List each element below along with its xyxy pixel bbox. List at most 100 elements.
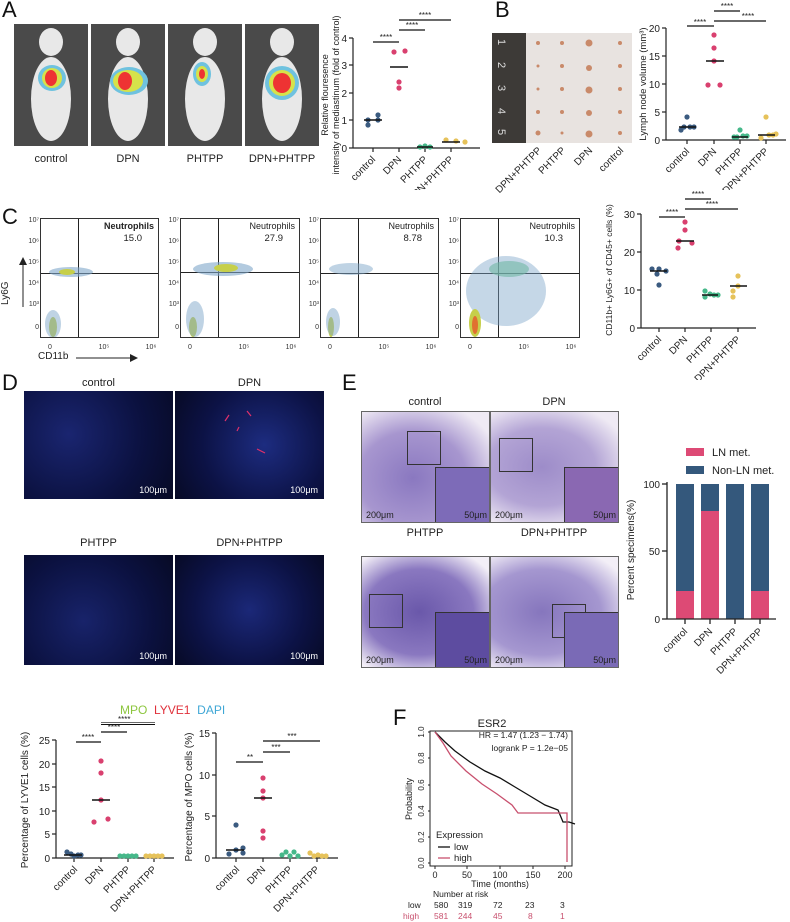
y-tick-labels: 0 5 10 15 bbox=[199, 729, 211, 865]
mouse-silhouette-icon bbox=[185, 28, 225, 141]
svg-text:20: 20 bbox=[39, 760, 51, 771]
he-image-phtpp: 200μm 50μm bbox=[361, 556, 490, 668]
svg-text:244: 244 bbox=[458, 911, 472, 921]
svg-text:10: 10 bbox=[649, 80, 661, 91]
data-points bbox=[678, 32, 779, 141]
svg-text:0.8: 0.8 bbox=[417, 752, 426, 764]
svg-text:10⁵: 10⁵ bbox=[239, 344, 250, 351]
inset-scale-bar: 50μm bbox=[593, 655, 616, 665]
data-points bbox=[64, 758, 165, 859]
x-tick-labels: 0 50 100 150 200 bbox=[432, 870, 572, 880]
inset-magnified bbox=[435, 612, 489, 667]
he-label-phtpp: PHTPP bbox=[406, 527, 444, 539]
y-axis-label: Relative flouresenceintensity of mediast… bbox=[320, 15, 341, 174]
svg-text:DPN: DPN bbox=[667, 334, 690, 357]
y-tick-labels: 0 10 20 30 bbox=[624, 210, 636, 335]
legend-dapi: DAPI bbox=[197, 703, 226, 717]
svg-text:10⁵: 10⁵ bbox=[448, 259, 459, 266]
svg-text:1.0: 1.0 bbox=[417, 726, 426, 738]
svg-text:****: **** bbox=[721, 2, 733, 11]
svg-text:10⁶: 10⁶ bbox=[448, 238, 459, 245]
inset-magnified bbox=[435, 467, 489, 522]
mouse-image-phtpp bbox=[168, 24, 242, 146]
panel-a-mouse-images bbox=[14, 24, 320, 146]
svg-text:150: 150 bbox=[525, 870, 540, 880]
svg-text:15: 15 bbox=[199, 729, 211, 740]
inset-box bbox=[369, 594, 403, 628]
svg-text:high: high bbox=[454, 853, 472, 864]
mouse-silhouette-icon bbox=[31, 28, 71, 141]
svg-text:0: 0 bbox=[48, 344, 52, 351]
svg-text:control: control bbox=[663, 146, 692, 175]
svg-text:0: 0 bbox=[44, 854, 50, 865]
svg-text:10⁷: 10⁷ bbox=[169, 217, 180, 224]
photo-label-dpn: DPN bbox=[572, 145, 595, 168]
mouse-silhouette-icon bbox=[262, 28, 302, 141]
svg-text:***: *** bbox=[271, 743, 280, 752]
scatter-density bbox=[45, 267, 93, 337]
svg-text:****: **** bbox=[706, 200, 718, 209]
scale-bar: 100μm bbox=[139, 651, 167, 661]
y-axis-label: CD11b+ Ly6G+ of CD45+ cells (%) bbox=[604, 204, 614, 336]
svg-text:10⁴: 10⁴ bbox=[168, 280, 179, 287]
x-tick-labels: control DPN PHTPP DPN+PHTPP bbox=[349, 154, 456, 190]
svg-text:4: 4 bbox=[495, 108, 507, 114]
chart-e-ln-metastasis: LN met. Non-LN met. 0 50 100 Percent speci… bbox=[626, 447, 776, 677]
gate-value: 27.9 bbox=[264, 233, 284, 244]
significance-bars bbox=[236, 740, 320, 763]
svg-text:HR = 1.47 (1.23 − 1.74): HR = 1.47 (1.23 − 1.74) bbox=[479, 730, 568, 740]
y-tick-labels: 1.0 0.8 0.6 0.4 0.2 0.0 bbox=[417, 726, 426, 869]
panel-letter-a: A bbox=[2, 0, 17, 22]
svg-text:high: high bbox=[403, 911, 419, 921]
svg-text:DPN: DPN bbox=[381, 154, 404, 177]
svg-text:10⁶: 10⁶ bbox=[28, 238, 39, 245]
significance-bars bbox=[373, 19, 451, 43]
svg-text:Number at risk: Number at risk bbox=[433, 889, 489, 899]
chart-d-lyve1: 0 5 10 15 20 25 Percentage of LYVE1 cells (%)… bbox=[20, 722, 174, 915]
y-axis-label: Percent specimens(%) bbox=[626, 500, 637, 601]
svg-text:10³: 10³ bbox=[169, 301, 180, 308]
significance-labels: ******** bbox=[247, 732, 297, 762]
y-tick-labels: 0 1 2 3 4 bbox=[341, 34, 347, 155]
scale-bar: 200μm bbox=[366, 510, 394, 520]
svg-text:***: *** bbox=[287, 732, 296, 741]
y-axis bbox=[349, 37, 480, 152]
svg-text:control: control bbox=[349, 154, 378, 183]
data-points bbox=[226, 775, 329, 859]
svg-text:****: **** bbox=[692, 190, 704, 199]
inset-magnified bbox=[564, 467, 618, 522]
scatter-density bbox=[466, 256, 546, 337]
svg-text:****: **** bbox=[108, 723, 120, 732]
svg-text:0: 0 bbox=[315, 324, 319, 331]
chart-a-fluorescence: 0 1 2 3 4 Relative flouresenceintensity of m… bbox=[320, 11, 480, 190]
he-label-control: control bbox=[408, 396, 442, 408]
x-tick-labels: control DPN PHTPP DPN+PHTPP bbox=[51, 864, 159, 915]
svg-text:0: 0 bbox=[432, 870, 437, 880]
mouse-label-control: control bbox=[34, 153, 68, 165]
significance-labels: ******** bbox=[82, 723, 120, 742]
y-tick-labels: 0 5 10 15 20 bbox=[649, 24, 661, 147]
svg-text:15: 15 bbox=[39, 783, 51, 794]
svg-text:0.6: 0.6 bbox=[417, 779, 426, 791]
x-tick-labels: control DPN PHTPP DPN+PHTPP bbox=[635, 334, 743, 380]
svg-text:10⁶: 10⁶ bbox=[168, 238, 179, 245]
gate-label: Neutrophils bbox=[529, 221, 575, 231]
svg-text:10: 10 bbox=[39, 807, 51, 818]
lymph-node-photo-labels: DPN+PHTPP PHTPP DPN control bbox=[494, 145, 626, 193]
svg-text:10⁷: 10⁷ bbox=[29, 217, 40, 224]
svg-text:0: 0 bbox=[654, 615, 660, 626]
mouse-image-dpn bbox=[91, 24, 165, 146]
svg-text:10³: 10³ bbox=[309, 301, 320, 308]
if-image-control: 100μm bbox=[24, 391, 173, 499]
panel-letter-f: F bbox=[393, 705, 407, 730]
svg-text:LN met.: LN met. bbox=[712, 447, 751, 459]
svg-text:45: 45 bbox=[493, 911, 503, 921]
svg-text:****: **** bbox=[419, 11, 431, 20]
legend-swatch-ln-met bbox=[686, 448, 704, 456]
svg-text:20: 20 bbox=[649, 24, 661, 35]
if-image-dpn: 100μm bbox=[175, 391, 324, 499]
svg-text:control: control bbox=[51, 864, 80, 893]
y-axis-label: Probability bbox=[404, 777, 414, 820]
